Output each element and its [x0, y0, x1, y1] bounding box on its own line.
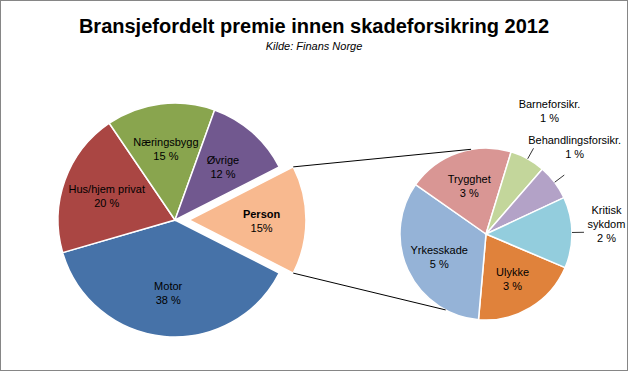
title: Bransjefordelt premie innen skadeforsikr… [79, 15, 549, 37]
data-label: 20 % [94, 197, 119, 209]
leader-line [528, 148, 534, 158]
slice-category: Motor [154, 280, 182, 292]
chart: Bransjefordelt premie innen skadeforsikr… [0, 0, 628, 371]
slice-category: Trygghet [448, 173, 491, 185]
pie-slice [486, 198, 572, 268]
data-label: 5 % [430, 258, 449, 270]
secondary-pie [400, 148, 572, 320]
slice-category-line: Barneforsikr. [519, 98, 581, 110]
slice-category-line: Behandlingsforsikr. [528, 134, 621, 146]
page: {"chart_data": [ {"type": "pie", "title"… [0, 0, 628, 371]
slice-category: Barneforsikr. [519, 98, 581, 110]
slice-category-line: Kritisk [591, 204, 621, 216]
data-label: 15% [251, 222, 273, 234]
data-label: 2 % [597, 232, 616, 244]
secondary-pie-labels: Ulykke 3 % Yrkesskade 5 % Trygghet 3 % Barnefo… [410, 98, 625, 292]
slice-category: Næringsbygg [133, 136, 198, 148]
data-label: 3 % [503, 280, 522, 292]
data-label: 12 % [210, 168, 235, 180]
data-label: 1 % [565, 148, 584, 160]
slice-category: Kritisk sykdom [587, 204, 625, 230]
subtitle: Kilde: Finans Norge [266, 40, 363, 52]
chart-frame [1, 1, 628, 371]
slice-category: Yrkesskade [410, 244, 467, 256]
slice-category: Øvrige [207, 154, 239, 166]
data-label: 3 % [460, 187, 479, 199]
pie-slice [189, 167, 306, 273]
data-label: 38 % [156, 294, 181, 306]
leader-line [572, 232, 584, 233]
connector-line [293, 149, 471, 167]
slice-category: Person [243, 208, 281, 220]
data-label: 15 % [153, 150, 178, 162]
slice-category: Behandlingsforsikr. [528, 134, 621, 146]
connector-line [293, 273, 445, 310]
leader-line [555, 175, 565, 182]
data-label: 1 % [540, 112, 559, 124]
slice-category-line: sykdom [587, 218, 625, 230]
slice-category: Hus/hjem privat [69, 183, 145, 195]
slice-category: Ulykke [496, 266, 529, 278]
main-pie-labels: Motor 38 % Hus/hjem privat 20 % Næringsbygg 1… [69, 136, 281, 306]
main-pie [58, 103, 306, 337]
